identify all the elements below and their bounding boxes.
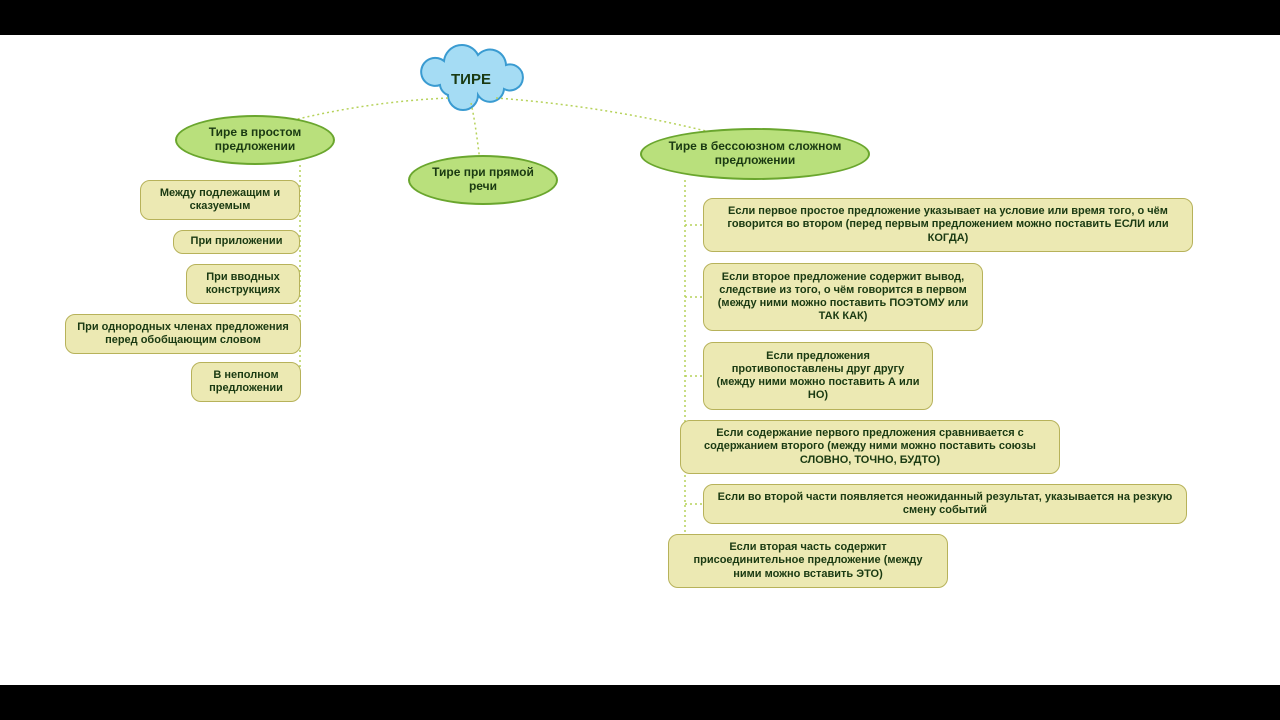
leaf-node: При вводных конструкциях: [186, 264, 300, 304]
leaf-label: Если во второй части появляется неожидан…: [714, 491, 1176, 517]
leaf-label: Между подлежащим и сказуемым: [151, 187, 289, 213]
leaf-label: При вводных конструкциях: [197, 271, 289, 297]
branch-node-direct: Тире при прямой речи: [408, 155, 558, 205]
leaf-node: Если предложения противопоставлены друг …: [703, 342, 933, 410]
leaf-label: Если второе предложение содержит вывод, …: [714, 271, 972, 324]
leaf-label: В неполном предложении: [202, 369, 290, 395]
leaf-node: При однородных членах предложения перед …: [65, 314, 301, 354]
leaf-label: Если вторая часть содержит присоединител…: [679, 541, 937, 581]
leaf-node: В неполном предложении: [191, 362, 301, 402]
leaf-node: Если во второй части появляется неожидан…: [703, 484, 1187, 524]
leaf-node: Если вторая часть содержит присоединител…: [668, 534, 948, 588]
diagram-canvas: ТИРЕ Тире в простом предложении Между подл…: [0, 0, 1280, 720]
leaf-node: Между подлежащим и сказуемым: [140, 180, 300, 220]
leaf-label: Если первое простое предложение указывае…: [714, 205, 1182, 245]
branch-label: Тире в простом предложении: [185, 126, 325, 154]
branch-label: Тире в бессоюзном сложном предложении: [650, 140, 860, 168]
leaf-label: Если предложения противопоставлены друг …: [714, 350, 922, 403]
leaf-node: Если первое простое предложение указывае…: [703, 198, 1193, 252]
leaf-label: При приложении: [191, 235, 283, 248]
root-label: ТИРЕ: [451, 71, 491, 88]
leaf-label: Если содержание первого предложения срав…: [691, 427, 1049, 467]
leaf-node: При приложении: [173, 230, 300, 254]
leaf-node: Если содержание первого предложения срав…: [680, 420, 1060, 474]
branch-label: Тире при прямой речи: [418, 166, 548, 194]
root-node: ТИРЕ: [432, 55, 510, 103]
branch-node-complex: Тире в бессоюзном сложном предложении: [640, 128, 870, 180]
leaf-node: Если второе предложение содержит вывод, …: [703, 263, 983, 331]
branch-node-simple: Тире в простом предложении: [175, 115, 335, 165]
leaf-label: При однородных членах предложения перед …: [76, 321, 290, 347]
